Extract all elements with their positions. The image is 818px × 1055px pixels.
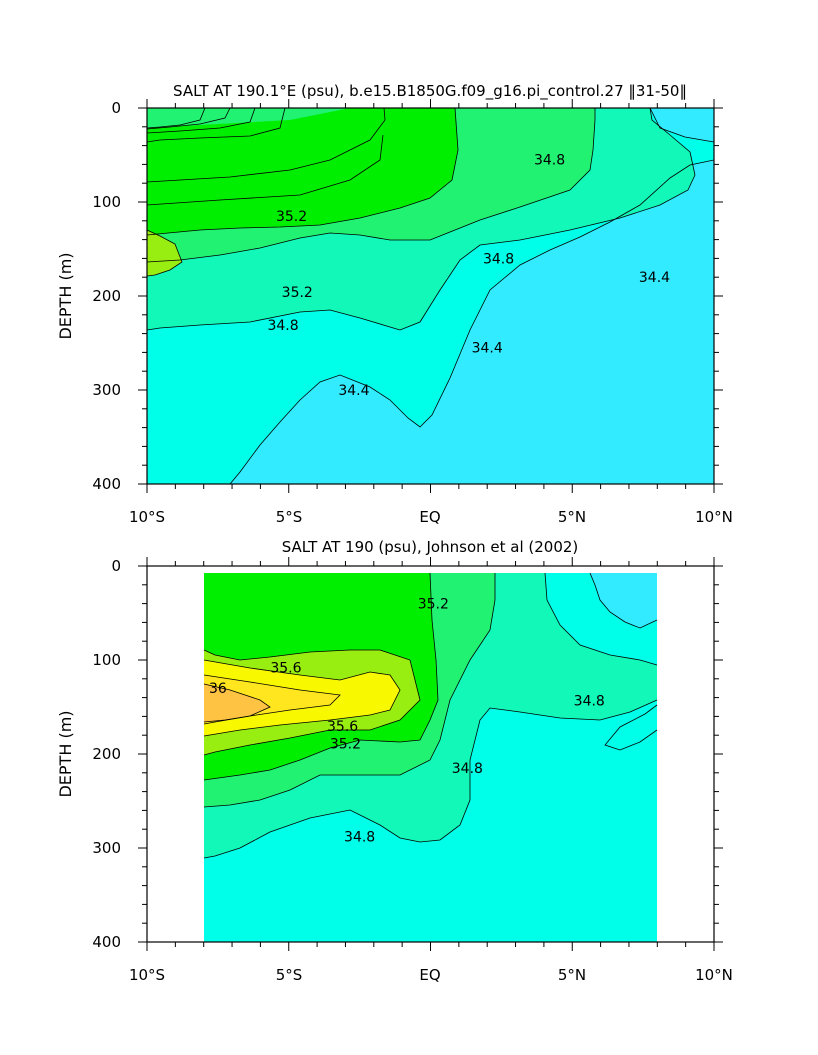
bottom-contour-label: 36 [209,681,227,697]
top-panel-title: SALT AT 190.1°E (psu), b.e15.B1850G.f09_… [173,82,687,101]
top-y-tick-labels: 0 100 200 300 400 [92,99,121,493]
bottom-contour-label: 35.2 [418,597,449,613]
bottom-contour-label: 35.6 [270,661,301,677]
top-x-tick-label: 10°S [129,508,165,526]
top-y-tick-label: 300 [92,381,121,399]
top-contour-label: 34.4 [472,341,503,357]
bottom-contour-labels: 35.2 35.6 36 35.6 35.2 34.8 34.8 34.8 [209,597,605,846]
bottom-contour-label: 35.2 [330,737,361,753]
top-fill-34.4-ne [650,108,714,142]
top-axis-ticks [138,99,723,493]
top-fill-34.8-core [147,108,383,205]
bottom-y-tick-label: 100 [92,651,121,669]
bottom-contour-label: 34.8 [452,761,483,777]
top-y-axis-label: DEPTH (m) [56,252,75,339]
top-x-tick-label: 5°S [276,508,303,526]
bottom-y-tick-label: 400 [92,933,121,951]
bottom-fill-36.0 [204,684,270,722]
bottom-x-tick-label: EQ [419,966,440,984]
top-fill-35.4 [147,230,182,276]
top-contour-labels: 35.2 35.2 34.8 34.8 34.8 34.4 34.4 34.4 [267,153,670,399]
bottom-panel: SALT AT 190 (psu), Johnson et al (2002) [56,538,733,984]
top-contour-label: 34.8 [267,318,298,334]
top-contour-label: 34.8 [483,251,514,267]
top-y-tick-label: 400 [92,475,121,493]
bottom-contour-lines [203,572,658,859]
top-x-tick-label: 10°N [695,508,733,526]
top-contour-label: 35.2 [276,209,307,225]
bottom-contour-label: 35.6 [327,719,358,735]
bottom-x-tick-label: 5°N [558,966,586,984]
top-y-tick-label: 0 [111,99,121,117]
bottom-x-tick-label: 10°S [129,966,165,984]
top-contour-label: 34.4 [338,383,369,399]
top-x-tick-label: EQ [419,508,440,526]
bottom-contour-label: 34.8 [344,830,375,846]
top-y-tick-label: 100 [92,193,121,211]
top-contour-label: 35.2 [282,285,313,301]
bottom-panel-title: SALT AT 190 (psu), Johnson et al (2002) [282,538,579,556]
bottom-x-tick-labels: 10°S 5°S EQ 5°N 10°N [129,966,733,984]
top-contour-label: 34.8 [534,153,565,169]
bottom-x-tick-label: 10°N [695,966,733,984]
top-contour-fills [147,108,714,484]
top-panel: SALT AT 190.1°E (psu), b.e15.B1850G.f09_… [56,82,733,526]
top-x-tick-label: 5°N [558,508,586,526]
top-y-tick-label: 200 [92,287,121,305]
bottom-y-tick-labels: 0 100 200 300 400 [92,557,121,951]
bottom-axis-ticks [138,557,723,951]
bottom-x-tick-label: 5°S [276,966,303,984]
top-contour-lines [147,108,714,484]
bottom-fill-34.4-ne [590,573,657,628]
bottom-y-tick-label: 200 [92,745,121,763]
top-fill-35.0-core [147,108,350,128]
top-contour-label: 34.4 [639,270,670,286]
bottom-y-tick-label: 300 [92,839,121,857]
bottom-y-axis-label: DEPTH (m) [56,710,75,797]
bottom-y-tick-label: 0 [111,557,121,575]
bottom-contour-fills [204,573,657,942]
bottom-contour-label: 34.8 [574,693,605,709]
top-x-tick-labels: 10°S 5°S EQ 5°N 10°N [129,508,733,526]
